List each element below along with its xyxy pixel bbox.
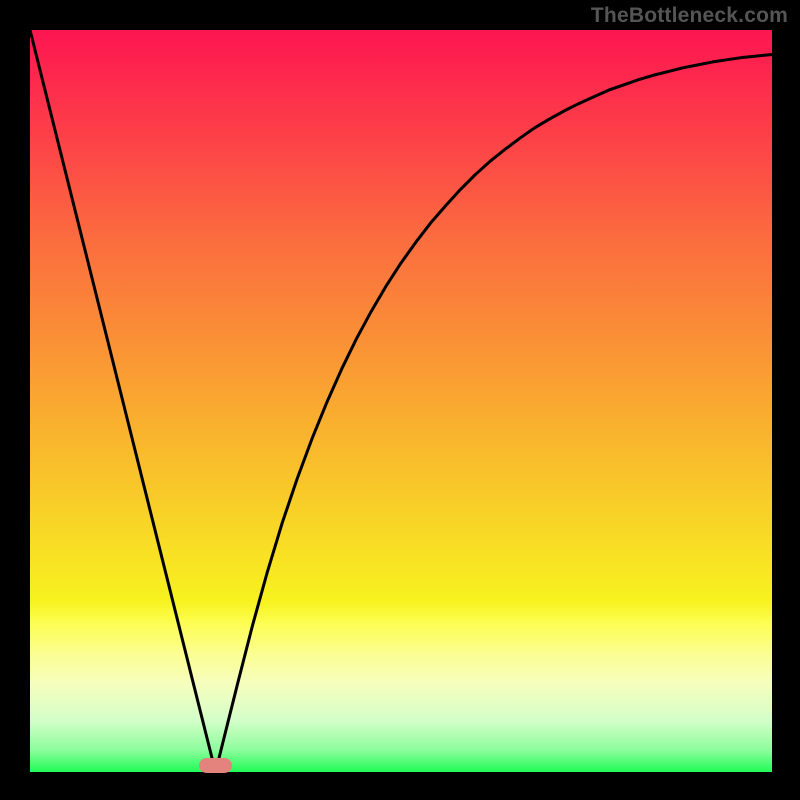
plot-area (30, 30, 772, 772)
watermark-text: TheBottleneck.com (591, 4, 788, 28)
bottleneck-curve (30, 30, 772, 766)
curve-svg (30, 30, 772, 772)
chart-container: TheBottleneck.com (0, 0, 800, 800)
minimum-marker (199, 758, 232, 773)
